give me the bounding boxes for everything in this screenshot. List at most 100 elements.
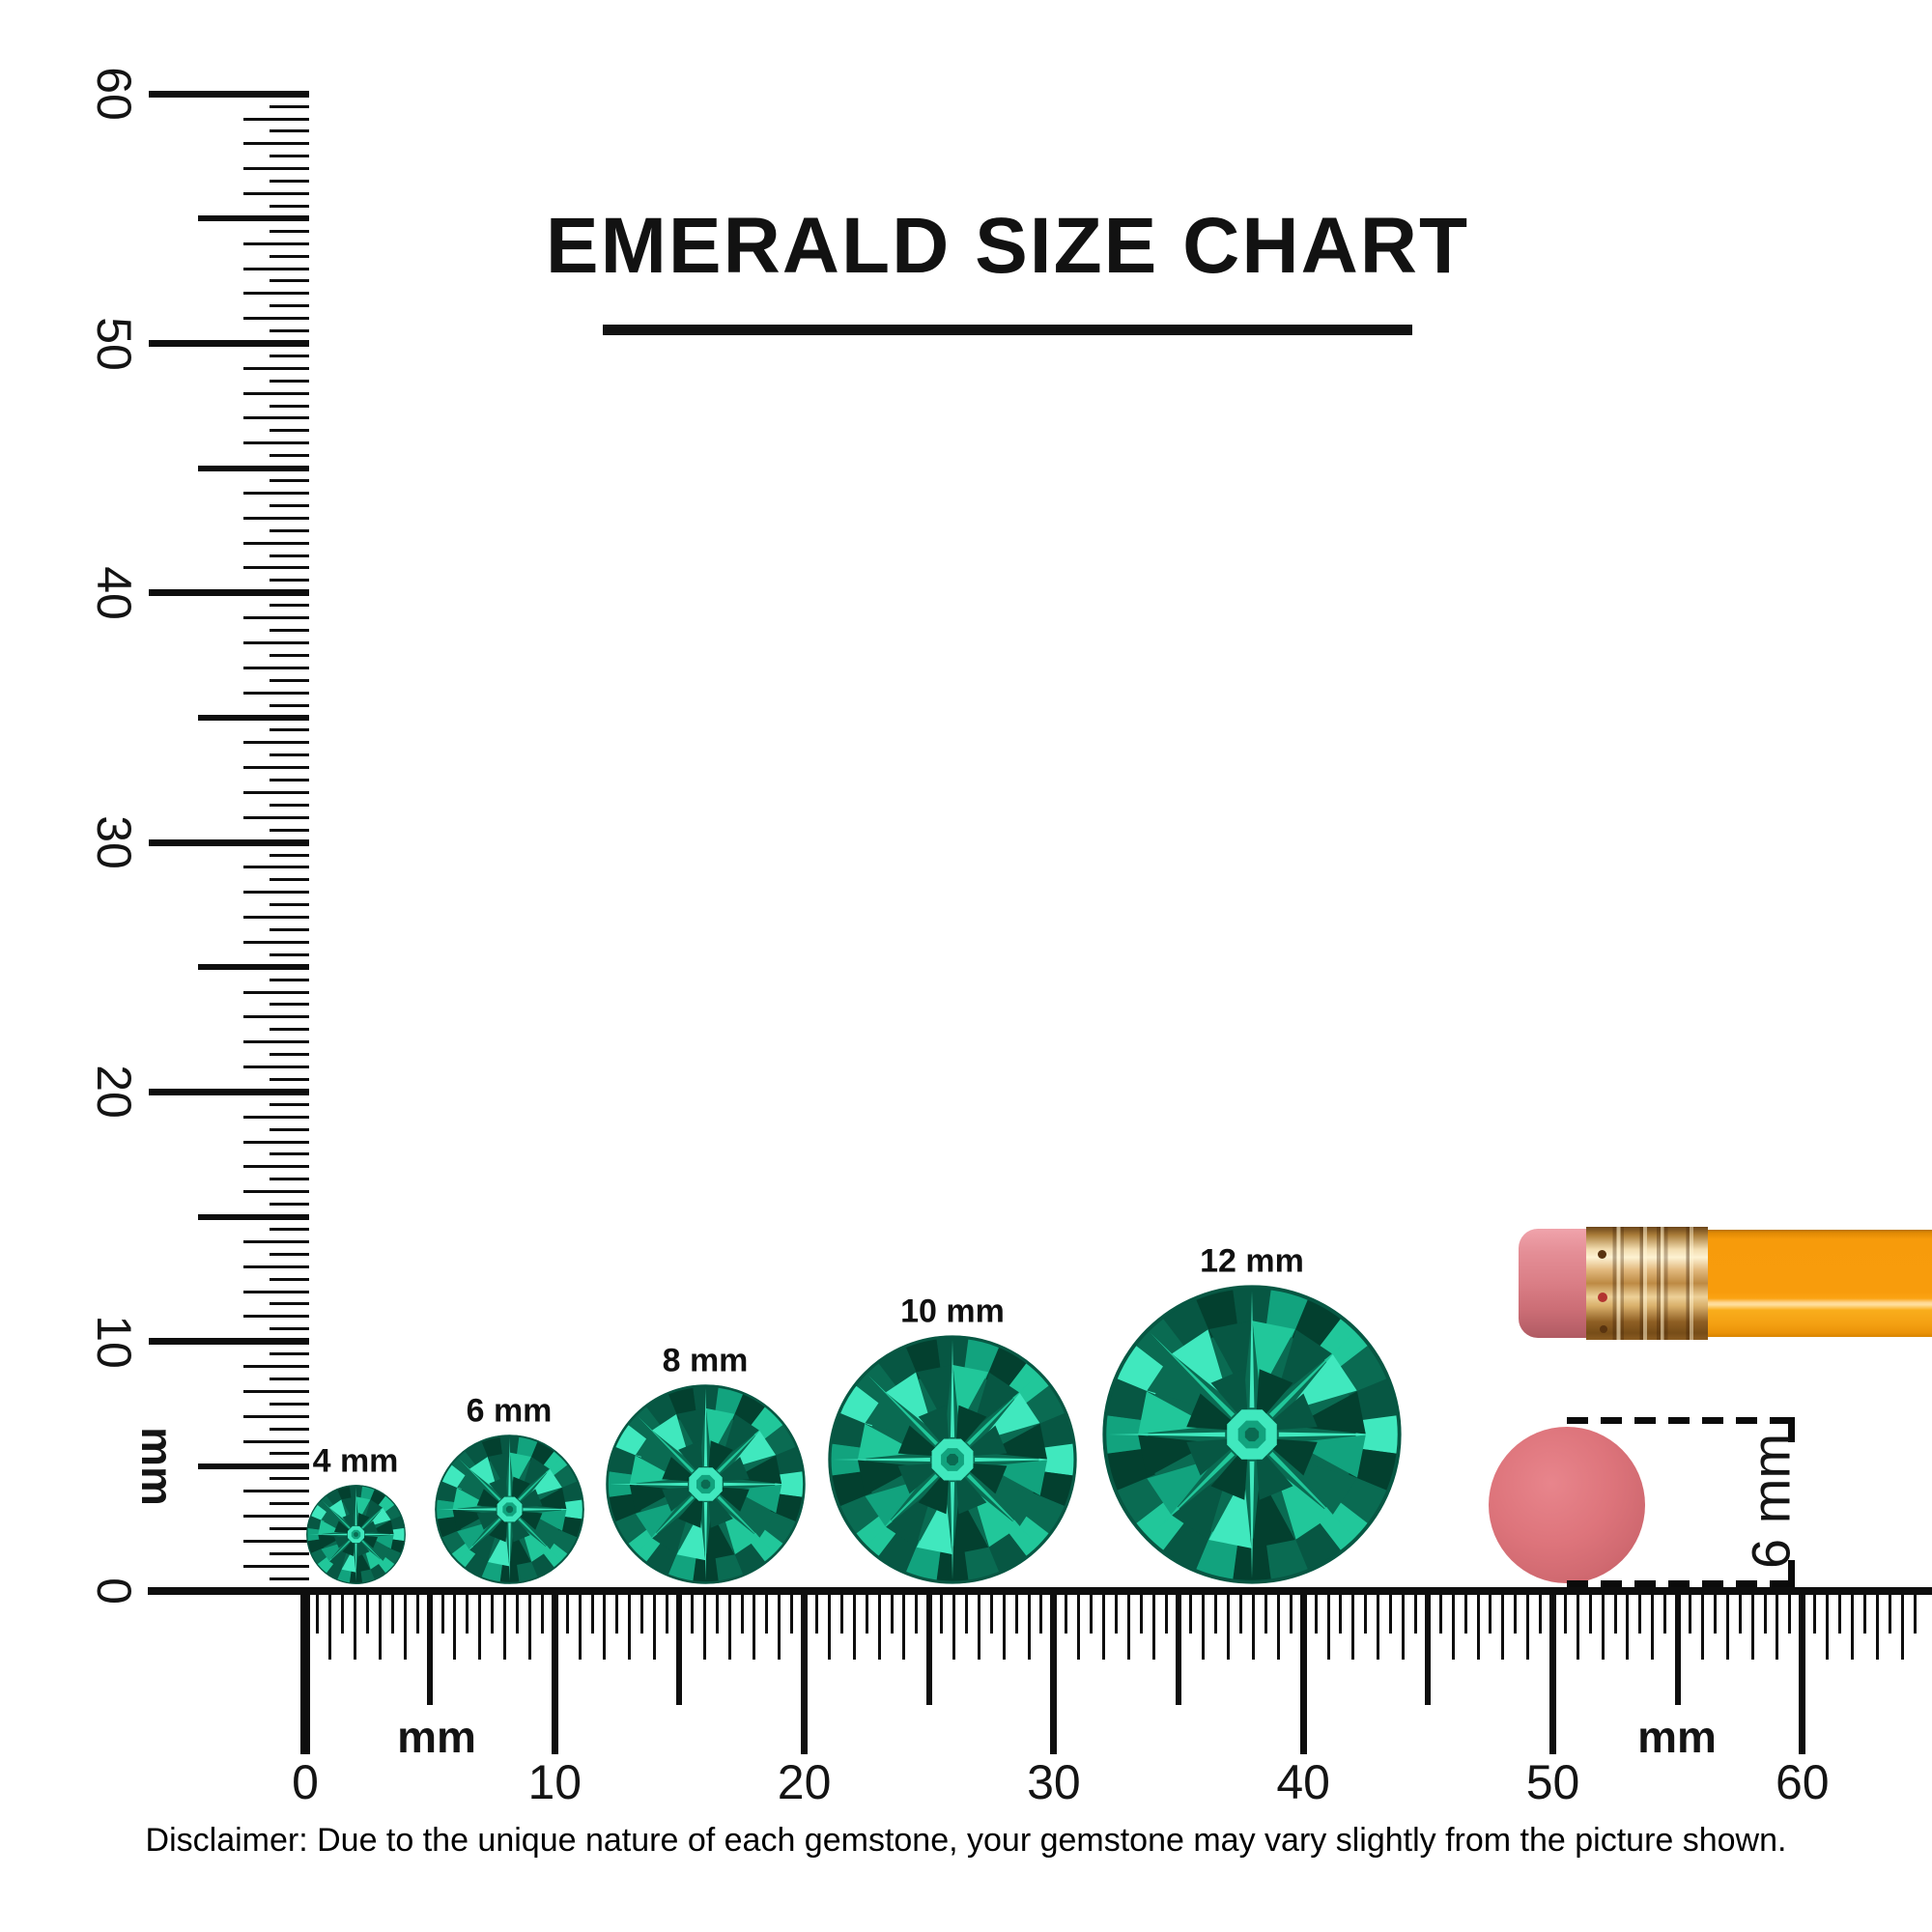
ruler-tick (1299, 1594, 1307, 1754)
gem-size-label: 12 mm (1200, 1242, 1304, 1280)
ruler-tick (1838, 1594, 1842, 1634)
ruler-tick (270, 604, 309, 608)
ruler-tick (243, 1490, 309, 1493)
ruler-tick (1050, 1594, 1058, 1754)
ruler-tick (902, 1594, 906, 1660)
ruler-tick (270, 1551, 309, 1555)
emerald-gem-8mm (605, 1384, 806, 1584)
horizontal-ruler-number: 10 (527, 1755, 582, 1809)
ruler-tick (270, 1452, 309, 1456)
ruler-tick (270, 1252, 309, 1256)
ruler-tick (270, 129, 309, 133)
ruler-tick (877, 1594, 881, 1660)
ruler-tick (243, 317, 309, 321)
ruler-tick (341, 1594, 345, 1634)
eraser-top-view (1489, 1427, 1645, 1583)
disclaimer-text: Disclaimer: Due to the unique nature of … (145, 1822, 1787, 1859)
ruler-tick (198, 1213, 309, 1220)
ruler-tick (270, 155, 309, 158)
ruler-tick (328, 1594, 332, 1660)
ruler-tick (1326, 1594, 1330, 1660)
ruler-tick (270, 853, 309, 857)
ruler-tick (270, 429, 309, 433)
ruler-tick (1425, 1594, 1432, 1705)
ruler-tick (270, 329, 309, 333)
ruler-tick (466, 1594, 469, 1634)
ruler-tick (243, 167, 309, 171)
ruler-tick (628, 1594, 632, 1660)
ruler-tick (270, 903, 309, 907)
ruler-tick (243, 916, 309, 920)
ruler-tick (243, 541, 309, 545)
ruler-tick (198, 465, 309, 471)
ruler-tick (1888, 1594, 1891, 1634)
ruler-tick (676, 1594, 683, 1705)
horizontal-ruler-number: 50 (1525, 1755, 1580, 1809)
horizontal-ruler-number: 30 (1027, 1755, 1081, 1809)
ruler-tick (270, 1028, 309, 1032)
ruler-tick (270, 1377, 309, 1380)
ruler-tick (270, 379, 309, 383)
ruler-tick (243, 1290, 309, 1293)
ruler-tick (149, 589, 309, 597)
ruler-tick (270, 629, 309, 633)
ruler-tick (270, 728, 309, 732)
vertical-ruler-number: 30 (87, 815, 141, 869)
ruler-tick (1114, 1594, 1118, 1634)
ruler-tick (270, 454, 309, 458)
ruler-tick (1763, 1594, 1767, 1634)
ruler-tick (1039, 1594, 1043, 1634)
ruler-tick (270, 304, 309, 308)
ruler-tick (1862, 1594, 1866, 1634)
ruler-tick (270, 579, 309, 582)
ruler-tick (790, 1594, 794, 1634)
horizontal-ruler-number: 20 (777, 1755, 832, 1809)
eraser-dimension-label: 6 mm (1740, 1434, 1802, 1569)
ruler-tick (243, 1239, 309, 1243)
gem-size-label: 4 mm (312, 1442, 399, 1480)
vertical-ruler-number: 40 (87, 565, 141, 620)
ruler-tick (270, 229, 309, 233)
ruler-tick (1588, 1594, 1592, 1634)
ruler-tick (1539, 1594, 1543, 1634)
ruler-tick (198, 215, 309, 222)
ruler-tick (1090, 1594, 1094, 1634)
ruler-tick (1402, 1594, 1406, 1660)
ruler-tick (1638, 1594, 1642, 1634)
ruler-tick (316, 1594, 320, 1634)
ruler-tick (270, 1526, 309, 1530)
ruler-tick (270, 828, 309, 832)
vertical-ruler-number: 50 (87, 316, 141, 371)
ruler-tick (243, 940, 309, 944)
ruler-tick (270, 703, 309, 707)
ruler-tick (1264, 1594, 1267, 1634)
page-title: EMERALD SIZE CHART (545, 202, 1470, 290)
ruler-tick (270, 1402, 309, 1406)
ruler-tick (149, 1088, 309, 1095)
ruler-tick (243, 416, 309, 420)
ruler-tick (1102, 1594, 1106, 1660)
ruler-tick (1314, 1594, 1318, 1634)
ruler-tick (149, 1338, 309, 1346)
ruler-tick (270, 1477, 309, 1481)
vertical-ruler-number: 10 (87, 1314, 141, 1369)
ruler-tick (702, 1594, 706, 1660)
ruler-tick (1227, 1594, 1231, 1660)
ruler-tick (198, 1463, 309, 1469)
ruler-tick (270, 1077, 309, 1081)
ruler-tick (243, 1315, 309, 1319)
ruler-tick (1713, 1594, 1717, 1634)
ruler-tick (270, 354, 309, 357)
ruler-tick (366, 1594, 370, 1634)
ruler-tick (270, 1502, 309, 1506)
ruler-tick (243, 691, 309, 695)
emerald-gem-12mm (1102, 1285, 1402, 1584)
horizontal-ruler-number: 0 (292, 1755, 319, 1809)
ruler-tick (952, 1594, 956, 1660)
ruler-tick (270, 180, 309, 184)
ruler-tick (1189, 1594, 1193, 1634)
ruler-tick (1413, 1594, 1417, 1634)
ruler-tick (1725, 1594, 1729, 1660)
ruler-tick (243, 1414, 309, 1418)
